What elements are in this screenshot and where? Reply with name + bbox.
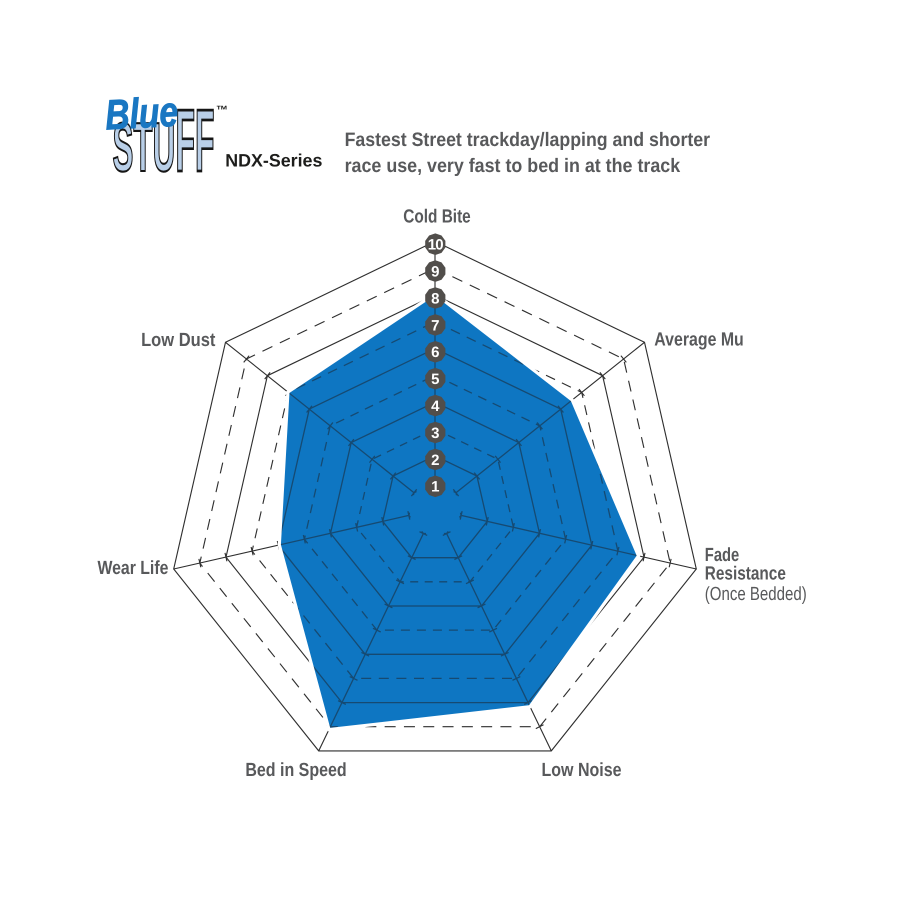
svg-text:FF: FF (176, 90, 215, 190)
svg-text:10: 10 (428, 237, 444, 254)
svg-text:Low Dust: Low Dust (141, 330, 216, 351)
svg-text:Fade: Fade (705, 545, 739, 566)
svg-text:Wear Life: Wear Life (97, 558, 168, 579)
svg-text:Resistance: Resistance (705, 563, 786, 584)
svg-text:Average Mu: Average Mu (654, 330, 743, 351)
svg-text:1: 1 (431, 479, 439, 496)
svg-text:8: 8 (431, 290, 439, 307)
svg-text:4: 4 (431, 398, 440, 415)
svg-text:NDX-Series: NDX-Series (225, 151, 322, 171)
svg-text:(Once Bedded): (Once Bedded) (705, 584, 807, 605)
svg-text:Fastest Street trackday/lappin: Fastest Street trackday/lapping and shor… (345, 129, 711, 151)
svg-text:2: 2 (431, 452, 439, 469)
svg-text:5: 5 (431, 371, 439, 388)
svg-text:Blue: Blue (104, 88, 179, 139)
svg-text:Bed in Speed: Bed in Speed (245, 760, 346, 781)
svg-text:6: 6 (431, 344, 439, 361)
svg-text:STU: STU (113, 108, 176, 186)
svg-text:race use, very fast to bed in: race use, very fast to bed in at the tra… (345, 155, 681, 177)
svg-text:9: 9 (431, 264, 439, 281)
svg-text:3: 3 (431, 425, 439, 442)
svg-text:7: 7 (431, 317, 439, 334)
svg-text:Low Noise: Low Noise (541, 760, 621, 781)
svg-text:™: ™ (216, 103, 228, 117)
svg-text:Cold Bite: Cold Bite (403, 207, 470, 228)
